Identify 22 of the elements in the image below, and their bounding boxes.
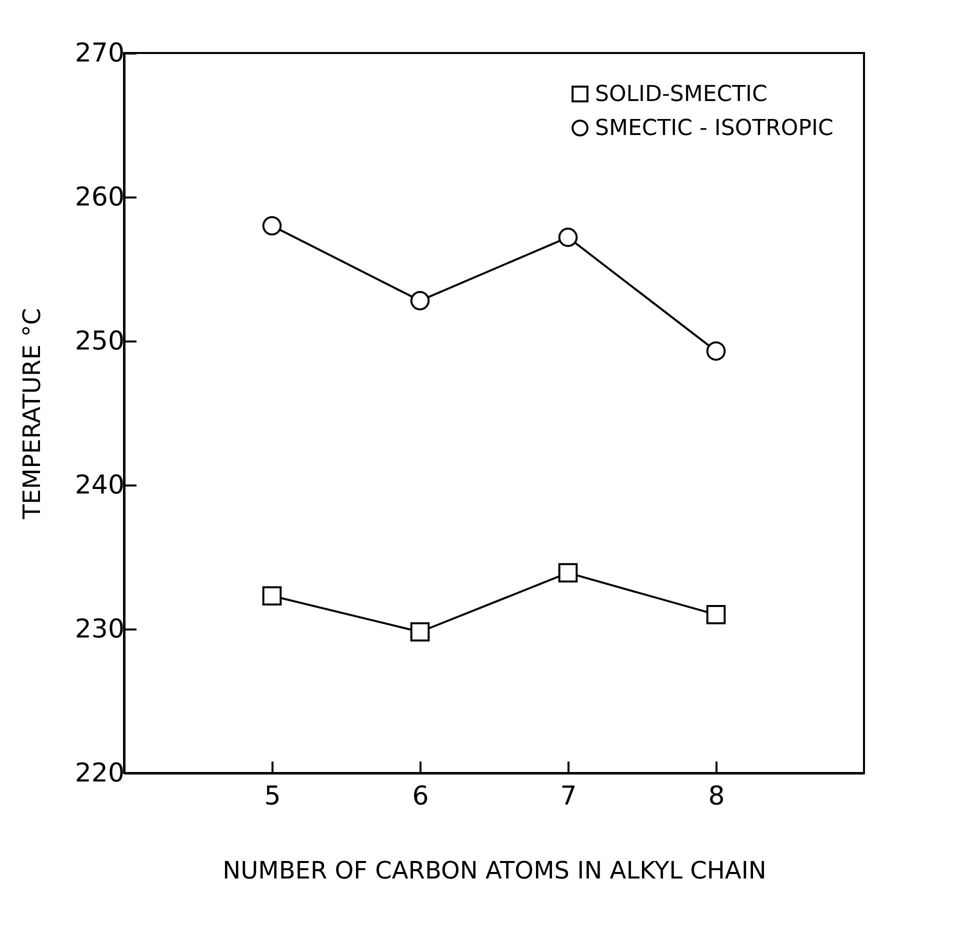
y-tick-label: 240	[74, 470, 124, 500]
point	[558, 563, 578, 582]
point	[706, 341, 726, 361]
point	[410, 622, 430, 642]
y-tick-label: 260	[74, 182, 124, 212]
x-axis-title: NUMBER OF CARBON ATOMS IN ALKYL CHAIN	[222, 856, 766, 884]
x-tick-label: 6	[412, 782, 429, 812]
legend-label: SOLID-SMECTIC	[595, 82, 768, 107]
y-tick-label: 230	[74, 614, 124, 644]
legend-label: SMECTIC - ISOTROPIC	[595, 116, 834, 141]
x-tick-label: 8	[708, 782, 725, 812]
point	[706, 604, 726, 624]
point	[262, 586, 282, 606]
point	[262, 216, 282, 236]
x-tick-label: 7	[560, 782, 577, 812]
y-axis-title: TEMPERATURE °C	[18, 308, 46, 520]
x-tick-label: 5	[264, 782, 281, 812]
point	[410, 291, 430, 310]
y-tick-label: 220	[74, 758, 124, 788]
point	[558, 228, 578, 247]
y-tick-label: 250	[74, 326, 124, 356]
y-tick-label: 270	[74, 38, 124, 68]
